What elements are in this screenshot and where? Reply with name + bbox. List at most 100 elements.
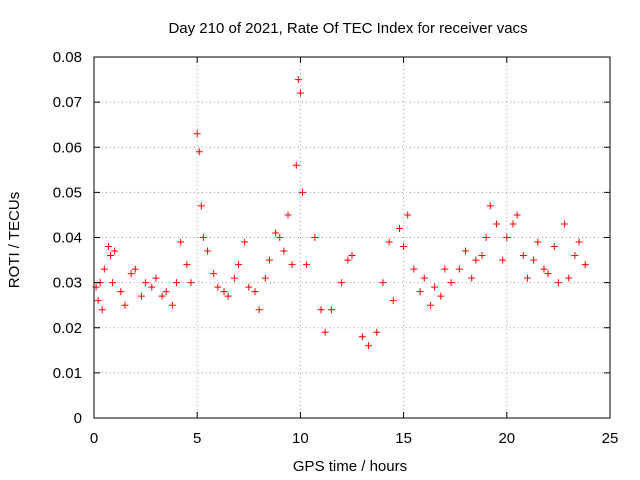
data-point	[540, 265, 548, 273]
data-point	[183, 261, 191, 269]
data-point	[509, 220, 517, 228]
data-point	[230, 274, 238, 282]
data-point	[296, 89, 304, 97]
data-point	[385, 238, 393, 246]
data-point	[294, 76, 302, 84]
data-point	[581, 261, 589, 269]
x-axis-title: GPS time / hours	[293, 458, 407, 475]
data-point	[389, 297, 397, 305]
data-point	[426, 301, 434, 309]
data-point	[327, 306, 335, 314]
data-points	[92, 76, 589, 350]
y-tick-label: 0	[74, 410, 82, 427]
data-point	[168, 301, 176, 309]
data-point	[544, 270, 552, 278]
data-point	[523, 274, 531, 282]
data-point	[486, 202, 494, 210]
data-point	[158, 292, 166, 300]
y-tick-label: 0.08	[53, 49, 82, 66]
data-point	[317, 306, 325, 314]
data-point	[571, 252, 579, 260]
data-point	[255, 306, 263, 314]
data-point	[554, 279, 562, 287]
data-point	[199, 234, 207, 241]
data-point	[478, 252, 486, 260]
data-point	[321, 328, 329, 336]
data-point	[280, 247, 288, 255]
data-point	[455, 265, 463, 273]
data-point	[195, 148, 203, 156]
data-point	[447, 279, 455, 287]
data-point	[265, 256, 273, 264]
data-point	[530, 256, 538, 264]
data-point	[137, 292, 145, 300]
data-point	[241, 238, 249, 246]
data-point	[468, 274, 476, 282]
data-point	[193, 130, 201, 138]
data-point	[117, 288, 125, 296]
data-point	[365, 342, 373, 350]
data-point	[400, 243, 408, 251]
data-point	[499, 256, 507, 264]
y-axis-title: ROTI / TECUs	[6, 192, 23, 288]
y-tick-label: 0.03	[53, 275, 82, 292]
data-point	[288, 261, 296, 269]
data-point	[519, 252, 527, 260]
data-point	[234, 261, 242, 269]
data-point	[245, 283, 253, 291]
data-point	[152, 274, 160, 282]
data-point	[492, 220, 500, 228]
data-point	[410, 265, 418, 273]
data-point	[284, 211, 292, 219]
data-point	[395, 224, 403, 232]
data-point	[513, 211, 521, 219]
data-point	[111, 247, 119, 255]
data-point	[121, 301, 129, 309]
data-point	[373, 328, 381, 336]
data-point	[214, 283, 222, 291]
x-tick-label: 0	[90, 430, 98, 447]
data-point	[107, 252, 115, 260]
x-tick-label: 25	[602, 430, 619, 447]
data-point	[298, 188, 306, 196]
data-point	[173, 279, 181, 287]
y-tick-label: 0.06	[53, 139, 82, 156]
data-point	[94, 297, 102, 305]
y-tick-label: 0.02	[53, 320, 82, 337]
data-point	[441, 265, 449, 273]
data-point	[100, 265, 108, 273]
data-point	[311, 234, 319, 241]
x-tick-label: 5	[193, 430, 201, 447]
data-point	[292, 161, 300, 169]
data-point	[482, 234, 490, 241]
data-point	[534, 238, 542, 246]
x-tick-label: 20	[498, 430, 515, 447]
data-point	[561, 220, 569, 228]
data-point	[416, 288, 424, 296]
data-point	[358, 333, 366, 341]
data-point	[565, 274, 573, 282]
x-tick-label: 10	[292, 430, 309, 447]
data-point	[431, 283, 439, 291]
data-point	[220, 288, 228, 296]
data-point	[142, 279, 150, 287]
data-point	[127, 270, 135, 278]
data-point	[104, 243, 112, 251]
data-point	[472, 256, 480, 264]
data-point	[344, 256, 352, 264]
data-point	[437, 292, 445, 300]
data-point	[251, 288, 259, 296]
data-point	[420, 274, 428, 282]
data-point	[276, 234, 284, 241]
chart-title: Day 210 of 2021, Rate Of TEC Index for r…	[168, 20, 527, 37]
y-tick-label: 0.05	[53, 184, 82, 201]
data-point	[204, 247, 212, 255]
data-point	[98, 306, 106, 314]
data-point	[303, 261, 311, 269]
data-point	[148, 283, 156, 291]
data-point	[404, 211, 412, 219]
data-point	[197, 202, 205, 210]
data-point	[338, 279, 346, 287]
